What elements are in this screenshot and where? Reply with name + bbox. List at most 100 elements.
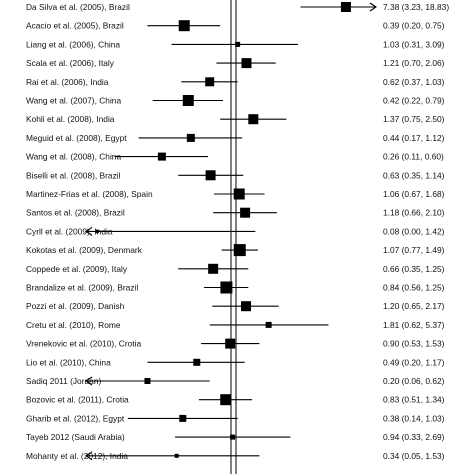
- effect-size-text: 0.63 (0.35, 1.14): [383, 170, 445, 180]
- point-estimate: [174, 453, 179, 458]
- point-estimate: [220, 394, 232, 406]
- study-row: Tayeb 2012 (Saudi Arabia) 0.94 (0.33, 2.6…: [26, 432, 445, 442]
- study-row: Mohanty et al. (2012), India 0.34 (0.05, …: [26, 451, 445, 461]
- point-estimate: [225, 338, 236, 349]
- study-label: Wang et al. (2008), China: [26, 152, 121, 162]
- study-label: Scala et al. (2006), Italy: [26, 58, 115, 68]
- study-row: Cretu et al. (2010), Rome 1.81 (0.62, 5.3…: [26, 320, 445, 330]
- effect-size-text: 1.37 (0.75, 2.50): [383, 114, 445, 124]
- study-row: Da Silva et al. (2005), Brazil 7.38 (3.23…: [26, 2, 449, 12]
- study-label: Liang et al. (2006), China: [26, 39, 120, 49]
- study-row: Lio et al. (2010), China 0.49 (0.20, 1.17…: [26, 357, 445, 367]
- study-label: Brandalize et al. (2009), Brazil: [26, 283, 138, 293]
- study-label: Mohanty et al. (2012), India: [26, 451, 128, 461]
- study-label: Pozzi et al. (2009), Danish: [26, 301, 125, 311]
- point-estimate: [240, 207, 251, 218]
- effect-size-text: 1.06 (0.67, 1.68): [383, 189, 445, 199]
- effect-size-text: 0.39 (0.20, 0.75): [383, 21, 445, 31]
- study-row: Wang et al. (2008), China 0.26 (0.11, 0.6…: [26, 152, 444, 162]
- study-row: Santos et al. (2008), Brazil 1.18 (0.66, …: [26, 207, 445, 218]
- study-row: Acacio et al. (2005), Brazil 0.39 (0.20, …: [26, 20, 445, 32]
- study-row: Gharib et al. (2012), Egypt 0.38 (0.14, 1…: [26, 413, 445, 423]
- effect-size-text: 0.42 (0.22, 0.79): [383, 96, 445, 106]
- study-label: Vrenekovic et al. (2010), Crotia: [26, 339, 141, 349]
- point-estimate: [178, 20, 190, 32]
- study-row: Bozovic et al. (2011), Crotia 0.83 (0.51,…: [26, 394, 445, 406]
- point-estimate: [95, 229, 99, 234]
- study-label: Tayeb 2012 (Saudi Arabia): [26, 432, 125, 442]
- effect-size-text: 0.38 (0.14, 1.03): [383, 413, 445, 423]
- study-label: Wang et al. (2007), China: [26, 96, 121, 106]
- study-row: Brandalize et al. (2009), Brazil 0.84 (0.…: [26, 281, 445, 294]
- study-row: Cyrll et al. (2009), India 0.08 (0.00, 1.…: [26, 226, 445, 236]
- effect-size-text: 0.34 (0.05, 1.53): [383, 451, 445, 461]
- study-row: Meguid et al. (2008), Egypt 0.44 (0.17, 1…: [26, 133, 445, 143]
- study-row: Biselli et al. (2008), Brazil 0.63 (0.35,…: [26, 170, 445, 181]
- effect-size-text: 0.08 (0.00, 1.42): [383, 226, 445, 236]
- study-label: Kohli et al. (2008), India: [26, 114, 115, 124]
- point-estimate: [193, 358, 201, 366]
- study-label: Biselli et al. (2008), Brazil: [26, 170, 121, 180]
- point-estimate: [241, 301, 252, 312]
- ci-arrow-right: [369, 2, 377, 12]
- effect-size-text: 0.49 (0.20, 1.17): [383, 357, 445, 367]
- effect-size-text: 0.20 (0.06, 0.62): [383, 376, 445, 386]
- study-label: Kokotas et al. (2009), Denmark: [26, 245, 143, 255]
- point-estimate: [205, 77, 215, 87]
- study-label: Martinez-Frias et al. (2008), Spain: [26, 189, 153, 199]
- study-row: Liang et al. (2006), China 1.03 (0.31, 3.…: [26, 39, 445, 49]
- point-estimate: [179, 414, 187, 422]
- study-row: Sadiq 2011 (Jordan) 0.20 (0.06, 0.62): [26, 376, 445, 386]
- effect-size-text: 1.20 (0.65, 2.17): [383, 301, 445, 311]
- point-estimate: [157, 152, 166, 161]
- point-estimate: [208, 263, 219, 274]
- study-label: Gharib et al. (2012), Egypt: [26, 413, 125, 423]
- effect-size-text: 0.94 (0.33, 2.69): [383, 432, 445, 442]
- point-estimate: [265, 321, 272, 328]
- point-estimate: [233, 244, 246, 257]
- point-estimate: [235, 41, 241, 47]
- point-estimate: [340, 2, 351, 12]
- study-label: Coppede et al. (2009), Italy: [26, 264, 128, 274]
- study-label: Santos et al. (2008), Brazil: [26, 208, 125, 218]
- point-estimate: [230, 434, 236, 440]
- effect-size-text: 1.07 (0.77, 1.49): [383, 245, 445, 255]
- study-row: Kohli et al. (2008), India 1.37 (0.75, 2.…: [26, 114, 445, 125]
- study-label: Acacio et al. (2005), Brazil: [26, 21, 124, 31]
- point-estimate: [182, 95, 194, 106]
- point-estimate: [220, 281, 233, 294]
- study-row: Wang et al. (2007), China 0.42 (0.22, 0.7…: [26, 95, 445, 106]
- point-estimate: [241, 58, 252, 69]
- effect-size-text: 0.66 (0.35, 1.25): [383, 264, 445, 274]
- study-label: Meguid et al. (2008), Egypt: [26, 133, 127, 143]
- effect-size-text: 0.84 (0.56, 1.25): [383, 283, 445, 293]
- study-row: Scala et al. (2006), Italy 1.21 (0.70, 2.…: [26, 58, 445, 69]
- study-row: Coppede et al. (2009), Italy 0.66 (0.35, …: [26, 263, 445, 274]
- ci-arrow-left: [85, 451, 93, 461]
- effect-size-text: 0.90 (0.53, 1.53): [383, 339, 445, 349]
- study-label: Bozovic et al. (2011), Crotia: [26, 395, 129, 405]
- study-label: Cyrll et al. (2009), India: [26, 226, 113, 236]
- effect-size-text: 0.26 (0.11, 0.60): [383, 152, 444, 162]
- study-rows: Da Silva et al. (2005), Brazil 7.38 (3.23…: [26, 2, 449, 461]
- point-estimate: [205, 170, 216, 181]
- point-estimate: [144, 378, 151, 384]
- ci-arrow-left: [85, 376, 93, 386]
- study-row: Rai et al. (2006), India 0.62 (0.37, 1.03…: [26, 77, 445, 87]
- effect-size-text: 7.38 (3.23, 18.83): [383, 2, 449, 12]
- effect-size-text: 0.44 (0.17, 1.12): [383, 133, 445, 143]
- study-label: Lio et al. (2010), China: [26, 357, 111, 367]
- study-row: Kokotas et al. (2009), Denmark 1.07 (0.77…: [26, 244, 445, 257]
- point-estimate: [186, 133, 195, 142]
- effect-size-text: 1.03 (0.31, 3.09): [383, 39, 445, 49]
- study-row: Vrenekovic et al. (2010), Crotia 0.90 (0.…: [26, 338, 445, 349]
- effect-size-text: 0.62 (0.37, 1.03): [383, 77, 445, 87]
- study-row: Pozzi et al. (2009), Danish 1.20 (0.65, 2…: [26, 301, 445, 312]
- ci-arrow-left: [85, 226, 93, 236]
- study-row: Martinez-Frias et al. (2008), Spain 1.06 …: [26, 188, 445, 200]
- study-label: Rai et al. (2006), India: [26, 77, 109, 87]
- study-label: Cretu et al. (2010), Rome: [26, 320, 121, 330]
- point-estimate: [248, 114, 259, 125]
- effect-size-text: 1.21 (0.70, 2.06): [383, 58, 445, 68]
